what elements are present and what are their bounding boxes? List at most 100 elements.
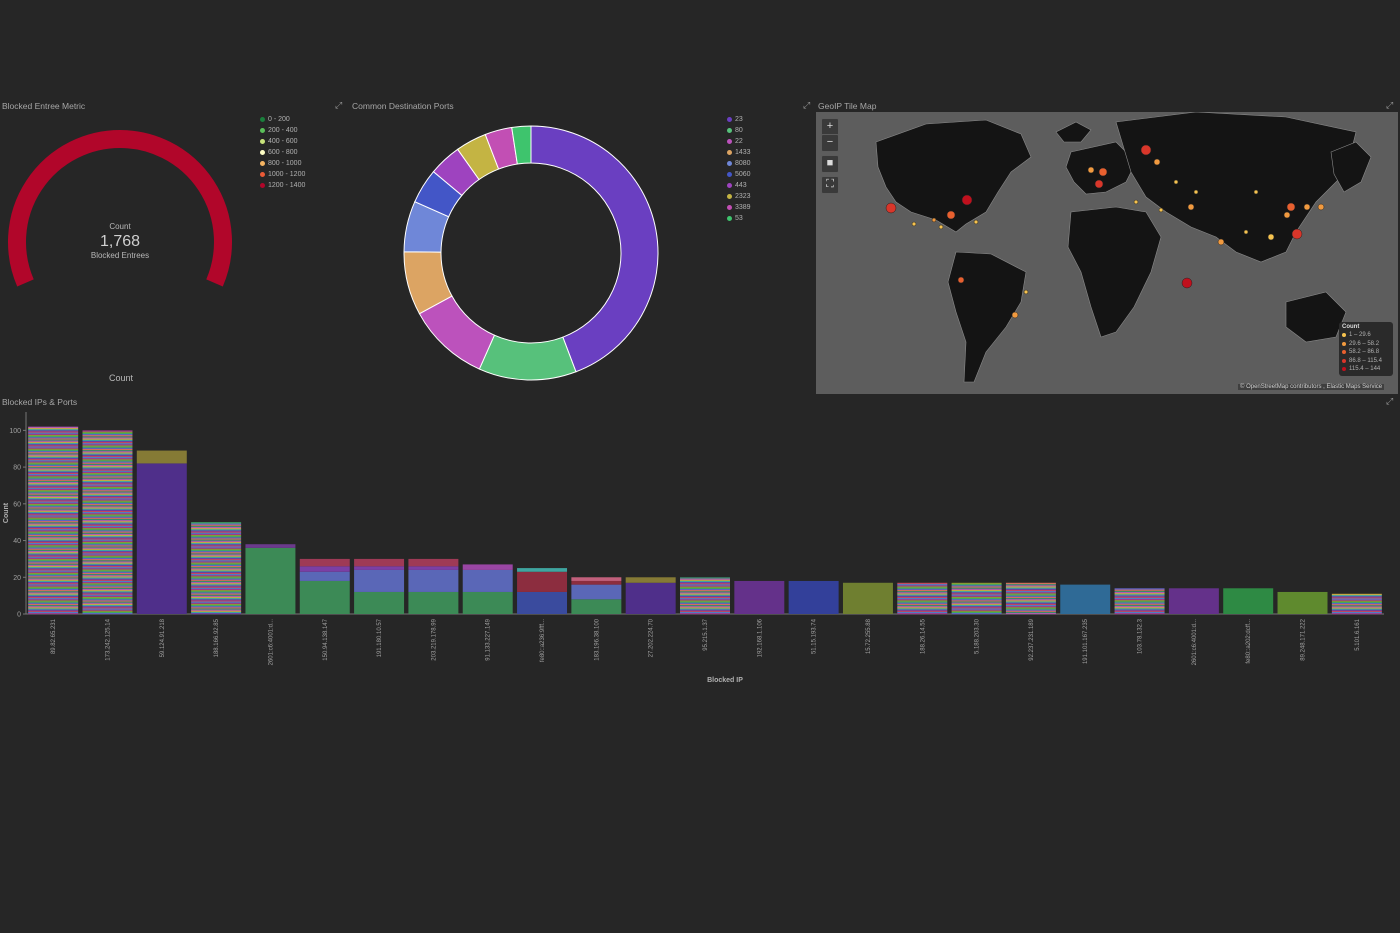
bar-segment[interactable] bbox=[897, 588, 948, 590]
bar-segment[interactable] bbox=[191, 577, 242, 579]
bar-segment[interactable] bbox=[82, 517, 133, 519]
bar-segment[interactable] bbox=[28, 541, 79, 543]
bar-segment[interactable] bbox=[82, 472, 133, 475]
map-marker[interactable] bbox=[1173, 179, 1179, 185]
bar-segment[interactable] bbox=[82, 500, 133, 502]
bar-segment[interactable] bbox=[82, 457, 133, 460]
bar-segment[interactable] bbox=[82, 522, 133, 524]
bar-segment[interactable] bbox=[191, 522, 242, 524]
bar-segment[interactable] bbox=[1114, 597, 1165, 600]
bar-segment[interactable] bbox=[951, 597, 1002, 600]
bar-segment[interactable] bbox=[28, 604, 79, 607]
bar-segment[interactable] bbox=[680, 604, 730, 607]
bar-segment[interactable] bbox=[951, 582, 1002, 585]
bar-segment[interactable] bbox=[1005, 597, 1056, 600]
bar-segment[interactable] bbox=[82, 523, 133, 525]
bar-segment[interactable] bbox=[28, 573, 79, 576]
bar-segment[interactable] bbox=[82, 453, 133, 455]
bar-segment[interactable] bbox=[82, 493, 133, 495]
bar-segment[interactable] bbox=[897, 585, 948, 587]
bar-segment[interactable] bbox=[680, 600, 730, 602]
bar-segment[interactable] bbox=[82, 610, 133, 612]
bar-segment[interactable] bbox=[1114, 588, 1165, 590]
bar-segment[interactable] bbox=[82, 595, 133, 597]
map-marker[interactable] bbox=[1140, 144, 1152, 156]
bar-1[interactable] bbox=[82, 430, 133, 615]
bar-segment[interactable] bbox=[82, 510, 133, 513]
bar-segment[interactable] bbox=[299, 580, 350, 614]
bar-segment[interactable] bbox=[1114, 606, 1165, 609]
bar-segment[interactable] bbox=[191, 571, 242, 573]
bar-6[interactable] bbox=[354, 558, 405, 614]
bar-segment[interactable] bbox=[28, 434, 79, 437]
map-marker[interactable] bbox=[1267, 233, 1275, 241]
bar-segment[interactable] bbox=[82, 502, 133, 505]
bar-segment[interactable] bbox=[82, 442, 133, 445]
bar-segment[interactable] bbox=[897, 600, 948, 602]
bar-segment[interactable] bbox=[82, 492, 133, 494]
bar-segment[interactable] bbox=[28, 526, 79, 529]
map-marker[interactable] bbox=[946, 210, 956, 220]
bar-segment[interactable] bbox=[951, 586, 1002, 588]
bar-segment[interactable] bbox=[82, 444, 133, 446]
bar-segment[interactable] bbox=[82, 482, 133, 484]
bar-segment[interactable] bbox=[28, 450, 79, 453]
bar-segment[interactable] bbox=[28, 443, 79, 446]
bar-segment[interactable] bbox=[28, 589, 79, 592]
bar-segment[interactable] bbox=[28, 501, 79, 503]
bar-segment[interactable] bbox=[897, 609, 948, 611]
bar-segment[interactable] bbox=[1114, 589, 1165, 591]
bar-segment[interactable] bbox=[191, 532, 242, 534]
bar-segment[interactable] bbox=[82, 465, 133, 468]
bar-segment[interactable] bbox=[191, 608, 242, 610]
bar-segment[interactable] bbox=[680, 611, 730, 614]
bar-segment[interactable] bbox=[82, 490, 133, 492]
bar-segment[interactable] bbox=[28, 496, 79, 499]
bar-5[interactable] bbox=[299, 558, 350, 614]
bar-segment[interactable] bbox=[897, 583, 948, 586]
bar-segment[interactable] bbox=[28, 605, 79, 608]
zoom-out-button[interactable]: − bbox=[821, 134, 839, 152]
bar-segment[interactable] bbox=[28, 505, 79, 508]
bar-segment[interactable] bbox=[28, 514, 79, 516]
bar-segment[interactable] bbox=[82, 437, 133, 439]
bar-segment[interactable] bbox=[951, 598, 1002, 601]
bar-segment[interactable] bbox=[28, 439, 79, 441]
bar-segment[interactable] bbox=[951, 596, 1002, 599]
bar-segment[interactable] bbox=[82, 471, 133, 474]
bar-segment[interactable] bbox=[82, 499, 133, 501]
bar-segment[interactable] bbox=[28, 510, 79, 512]
bar-segment[interactable] bbox=[82, 519, 133, 522]
bar-segment[interactable] bbox=[28, 491, 79, 493]
bar-segment[interactable] bbox=[82, 570, 133, 572]
map-marker[interactable] bbox=[1181, 277, 1193, 289]
bar-segment[interactable] bbox=[1005, 602, 1056, 604]
bar-segment[interactable] bbox=[191, 560, 242, 562]
bar-segment[interactable] bbox=[28, 435, 79, 438]
bar-segment[interactable] bbox=[82, 473, 133, 476]
bar-segment[interactable] bbox=[28, 472, 79, 475]
bar-segment[interactable] bbox=[680, 607, 730, 609]
bar-segment[interactable] bbox=[28, 571, 79, 573]
bar-segment[interactable] bbox=[82, 532, 133, 534]
bar-segment[interactable] bbox=[28, 499, 79, 501]
bar-segment[interactable] bbox=[28, 548, 79, 550]
bar-segment[interactable] bbox=[680, 608, 730, 610]
bar-segment[interactable] bbox=[82, 608, 133, 610]
bar-segment[interactable] bbox=[28, 445, 79, 447]
bar-segment[interactable] bbox=[82, 569, 133, 571]
bar-segment[interactable] bbox=[1114, 609, 1165, 611]
bar-segment[interactable] bbox=[191, 552, 242, 554]
ports-legend-item[interactable]: 1433 bbox=[727, 149, 751, 156]
bar-segment[interactable] bbox=[28, 479, 79, 481]
map-marker[interactable] bbox=[1011, 311, 1019, 319]
bar-segment[interactable] bbox=[788, 580, 839, 614]
bar-segment[interactable] bbox=[136, 450, 187, 464]
bar-segment[interactable] bbox=[28, 595, 79, 597]
bar-segment[interactable] bbox=[28, 440, 79, 442]
bar-segment[interactable] bbox=[82, 541, 133, 544]
bar-segment[interactable] bbox=[1331, 609, 1382, 611]
bar-segment[interactable] bbox=[82, 447, 133, 449]
bar-segment[interactable] bbox=[82, 572, 133, 575]
bar-23[interactable] bbox=[1277, 591, 1328, 614]
